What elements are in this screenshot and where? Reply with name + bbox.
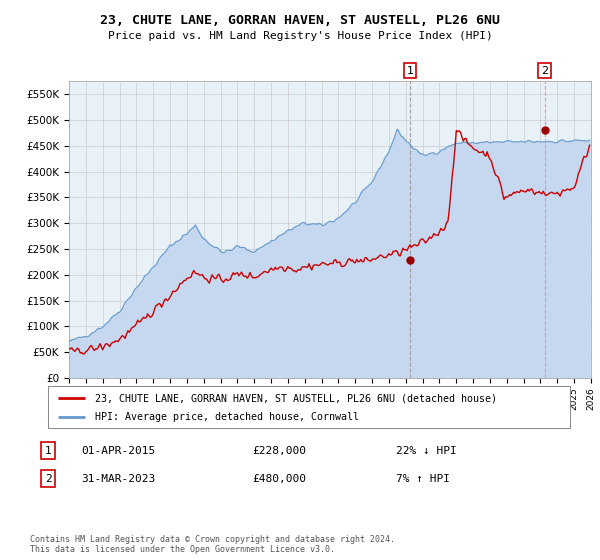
Text: 1: 1 bbox=[44, 446, 52, 456]
Text: 23, CHUTE LANE, GORRAN HAVEN, ST AUSTELL, PL26 6NU (detached house): 23, CHUTE LANE, GORRAN HAVEN, ST AUSTELL… bbox=[95, 393, 497, 403]
Text: £480,000: £480,000 bbox=[252, 474, 306, 484]
Text: HPI: Average price, detached house, Cornwall: HPI: Average price, detached house, Corn… bbox=[95, 412, 359, 422]
Text: Contains HM Land Registry data © Crown copyright and database right 2024.
This d: Contains HM Land Registry data © Crown c… bbox=[30, 535, 395, 554]
Text: 7% ↑ HPI: 7% ↑ HPI bbox=[396, 474, 450, 484]
Text: £228,000: £228,000 bbox=[252, 446, 306, 456]
Text: 1: 1 bbox=[406, 66, 413, 76]
Text: Price paid vs. HM Land Registry's House Price Index (HPI): Price paid vs. HM Land Registry's House … bbox=[107, 31, 493, 41]
Text: 2: 2 bbox=[44, 474, 52, 484]
Text: 22% ↓ HPI: 22% ↓ HPI bbox=[396, 446, 457, 456]
Text: 23, CHUTE LANE, GORRAN HAVEN, ST AUSTELL, PL26 6NU: 23, CHUTE LANE, GORRAN HAVEN, ST AUSTELL… bbox=[100, 14, 500, 27]
Text: 31-MAR-2023: 31-MAR-2023 bbox=[81, 474, 155, 484]
Text: 2: 2 bbox=[541, 66, 548, 76]
Text: 01-APR-2015: 01-APR-2015 bbox=[81, 446, 155, 456]
